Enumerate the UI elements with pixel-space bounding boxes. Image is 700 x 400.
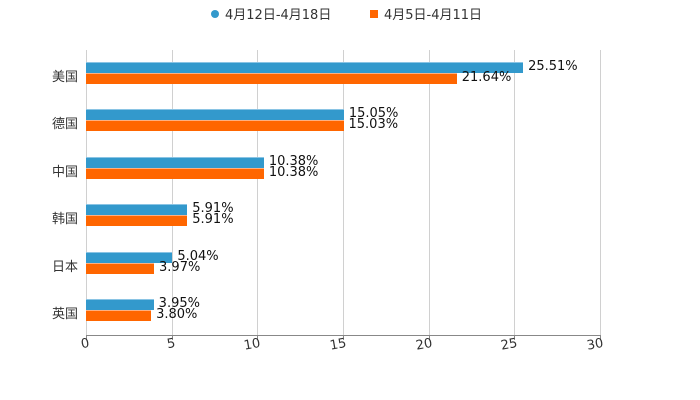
bar-series-2[interactable] — [86, 262, 155, 274]
bar-series-2[interactable] — [86, 167, 264, 179]
axis-tick — [343, 335, 344, 340]
legend-square-icon — [370, 9, 378, 18]
bar-series-2[interactable] — [86, 215, 188, 227]
category-label: 韩国 — [51, 212, 78, 228]
value-label: 25.51% — [528, 58, 578, 74]
axis-tick — [428, 335, 430, 340]
value-label: 3.97% — [159, 259, 201, 275]
x-tick-label: 30 — [585, 336, 605, 354]
category-label: 中国 — [51, 164, 78, 180]
grid-line — [86, 50, 87, 335]
category-label: 美国 — [51, 69, 78, 85]
x-tick-label: 15 — [328, 336, 348, 354]
x-tick-label: 10 — [243, 336, 262, 354]
axis-tick — [257, 335, 259, 340]
legend-item-series-2[interactable]: 4月5日-4月11日 — [370, 4, 482, 23]
value-label: 15.05% — [348, 106, 399, 122]
bar-series-1[interactable] — [86, 156, 264, 168]
axis-tick — [86, 335, 87, 340]
category-label: 日本 — [51, 259, 78, 275]
bar-series-1[interactable] — [86, 204, 188, 216]
axis-tick — [171, 335, 173, 340]
axis-tick — [600, 335, 601, 340]
bar-series-1[interactable] — [86, 109, 344, 121]
grid-line — [600, 50, 601, 335]
legend-item-series-1[interactable]: 4月12日-4月18日 — [211, 4, 331, 23]
bar-series-2[interactable] — [86, 310, 152, 322]
x-tick-label: 25 — [500, 336, 519, 354]
grid-line — [514, 50, 516, 335]
x-axis-line — [86, 335, 600, 336]
bar-series-1[interactable] — [86, 299, 154, 311]
x-tick-label: 5 — [165, 336, 177, 353]
bar-series-1[interactable] — [86, 61, 524, 73]
grid-line — [343, 50, 344, 335]
legend-dot-icon — [211, 9, 219, 18]
x-tick-label: 0 — [79, 336, 91, 353]
category-label: 英国 — [51, 307, 78, 323]
bar-series-2[interactable] — [86, 72, 457, 84]
grid-line — [257, 50, 259, 335]
x-tick-label: 20 — [414, 336, 434, 354]
value-label: 5.04% — [177, 248, 219, 264]
value-label: 10.38% — [268, 153, 319, 169]
value-label: 10.38% — [268, 164, 319, 180]
value-label: 21.64% — [461, 69, 512, 85]
category-label: 德国 — [51, 117, 78, 133]
axis-tick — [514, 335, 516, 340]
grid-line — [171, 50, 173, 335]
grid-line — [428, 50, 430, 335]
value-label: 5.91% — [192, 201, 234, 217]
bar-series-2[interactable] — [86, 120, 344, 132]
value-label: 3.95% — [158, 296, 200, 312]
legend-label: 4月12日-4月18日 — [225, 8, 332, 23]
value-label: 3.80% — [156, 307, 198, 323]
bar-series-1[interactable] — [86, 251, 173, 263]
legend-label: 4月5日-4月11日 — [384, 8, 483, 23]
value-label: 5.91% — [192, 212, 234, 228]
value-label: 15.03% — [348, 117, 399, 133]
chart-legend: 4月12日-4月18日 4月5日-4月11日 — [0, 4, 700, 24]
